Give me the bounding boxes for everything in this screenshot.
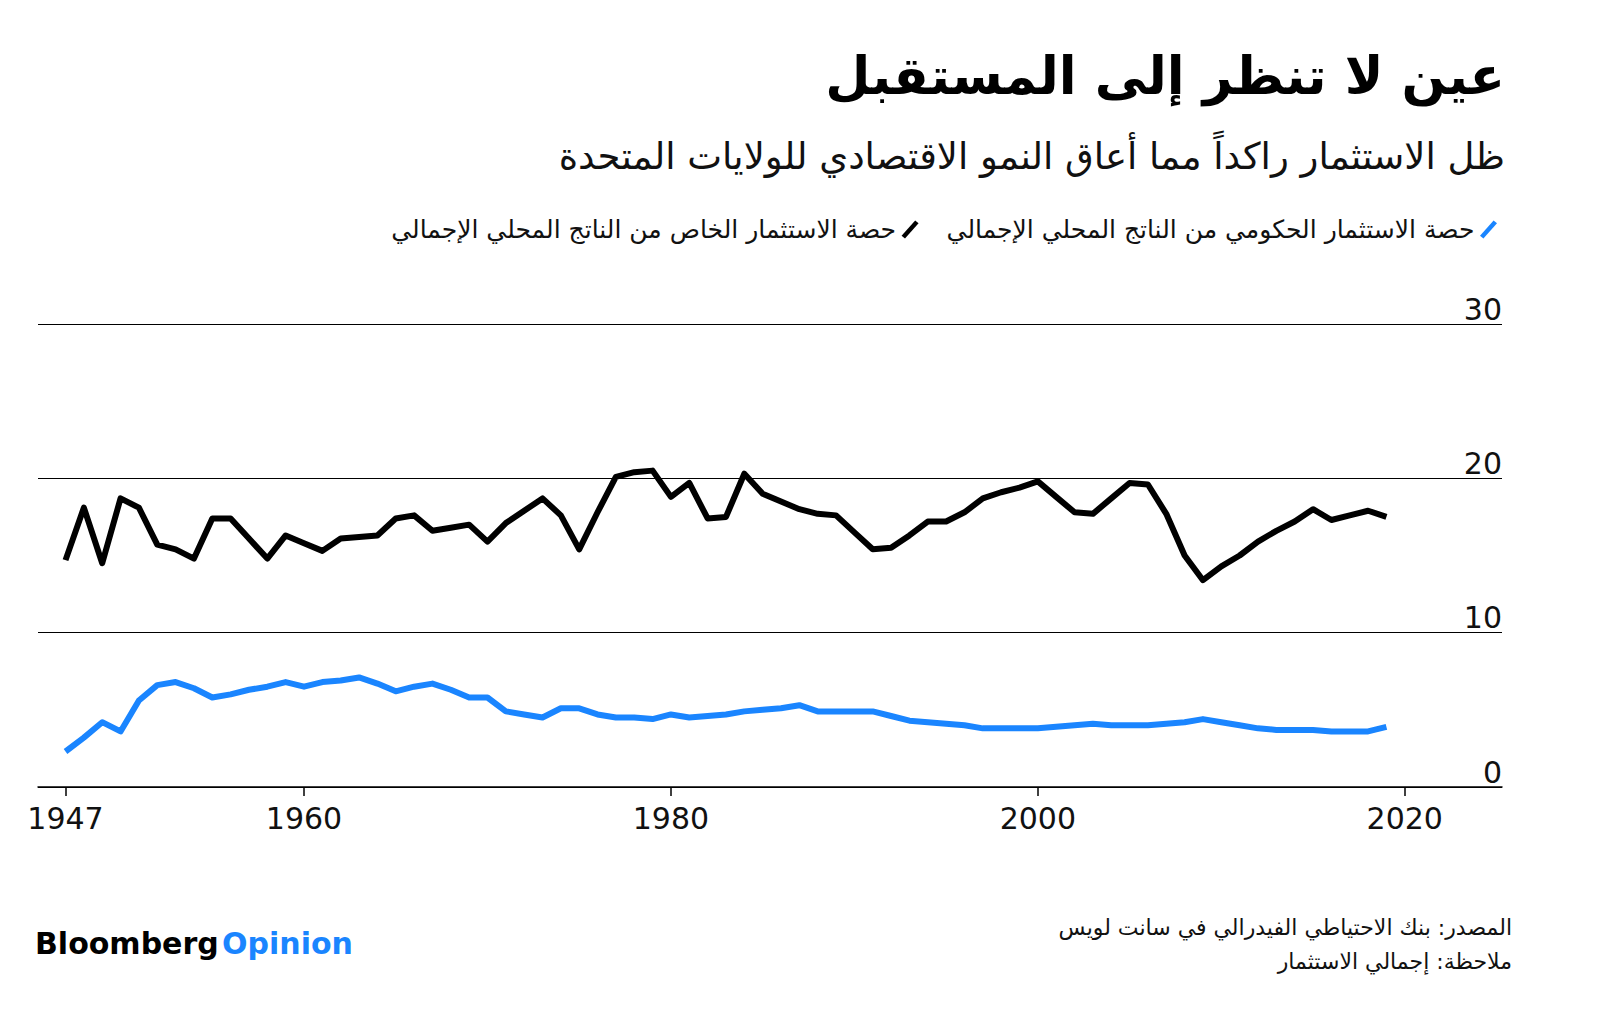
svg-text:0: 0 (1483, 755, 1502, 790)
svg-text:عين لا تنظر إلى المستقبل: عين لا تنظر إلى المستقبل (825, 46, 1505, 107)
svg-text:1960: 1960 (266, 801, 342, 836)
svg-text:المصدر: بنك الاحتياطي الفيدرال: المصدر: بنك الاحتياطي الفيدرالي في سانت … (1059, 915, 1512, 941)
svg-text:1947: 1947 (27, 801, 103, 836)
svg-text:حصة الاستثمار الخاص من الناتج: حصة الاستثمار الخاص من الناتج المحلي الإ… (391, 215, 896, 245)
svg-text:2020: 2020 (1367, 801, 1443, 836)
svg-text:Opinion: Opinion (222, 926, 353, 961)
svg-text:20: 20 (1464, 446, 1502, 481)
svg-text:2000: 2000 (1000, 801, 1076, 836)
svg-text:1980: 1980 (633, 801, 709, 836)
svg-text:حصة الاستثمار الحكومي من النات: حصة الاستثمار الحكومي من الناتج المحلي ا… (947, 215, 1475, 245)
svg-text:ملاحظة: إجمالي الاستثمار: ملاحظة: إجمالي الاستثمار (1277, 949, 1512, 975)
svg-text:10: 10 (1464, 600, 1502, 635)
svg-text:30: 30 (1464, 292, 1502, 327)
svg-text:ظل الاستثمار راكداً مما أعاق ا: ظل الاستثمار راكداً مما أعاق النمو الاقت… (559, 130, 1505, 178)
svg-text:Bloomberg: Bloomberg (35, 926, 219, 961)
